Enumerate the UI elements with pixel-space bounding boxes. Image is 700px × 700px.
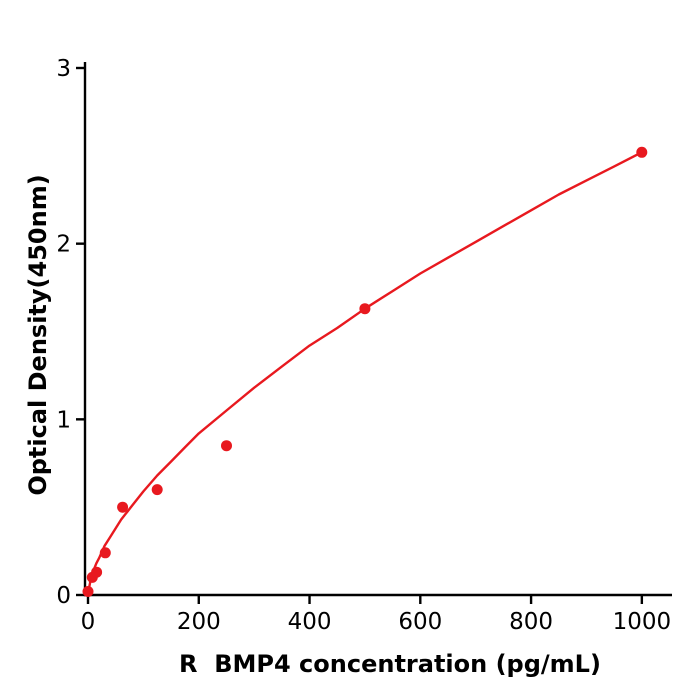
x-tick-label: 200 <box>177 609 221 635</box>
x-tick-label: 400 <box>288 609 332 635</box>
data-point <box>221 440 232 452</box>
y-tick-label: 0 <box>56 583 71 609</box>
y-tick-label: 1 <box>56 407 71 433</box>
y-axis-title: Optical Density(450nm) <box>24 174 52 495</box>
data-point <box>82 586 94 597</box>
x-tick-label: 800 <box>509 609 553 635</box>
data-point <box>91 566 103 578</box>
fit-curve <box>86 151 643 595</box>
x-axis-title: R BMP4 concentration (pg/mL) <box>179 650 601 678</box>
data-point <box>99 547 111 559</box>
x-tick-label: 0 <box>81 609 96 635</box>
data-point <box>636 146 648 158</box>
x-tick-label: 600 <box>398 609 442 635</box>
y-tick-label: 3 <box>56 56 71 82</box>
data-point <box>359 303 371 315</box>
y-tick-label: 2 <box>56 232 71 258</box>
axes-layer: 0 200 400 600 800 1000 0 1 2 3 <box>56 56 672 635</box>
plot-layer <box>82 146 648 597</box>
data-point <box>151 484 163 496</box>
data-point <box>117 501 129 513</box>
x-tick-label: 1000 <box>613 609 672 635</box>
